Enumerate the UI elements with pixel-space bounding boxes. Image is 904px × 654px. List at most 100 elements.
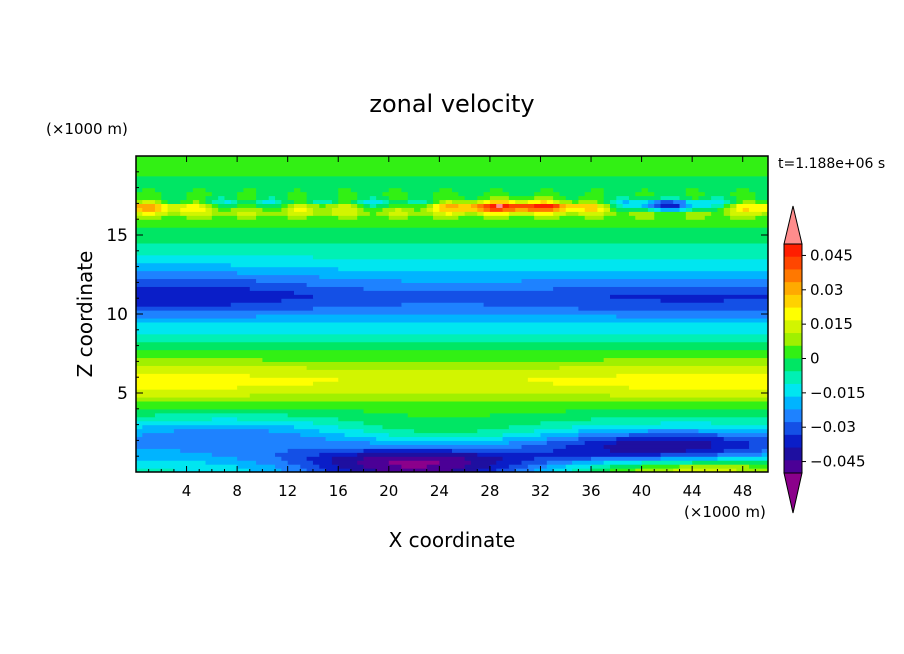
contour-cell bbox=[205, 187, 245, 193]
contour-cell bbox=[154, 211, 169, 216]
x-tick-label: 28 bbox=[480, 482, 499, 500]
x-unit-label: (×1000 m) bbox=[684, 503, 766, 521]
contour-cell bbox=[306, 365, 561, 370]
contour-cell bbox=[407, 191, 434, 197]
contour-cell bbox=[363, 408, 567, 414]
x-axis-label: X coordinate bbox=[389, 528, 516, 552]
contour-field bbox=[136, 156, 768, 472]
contour-cell bbox=[591, 464, 611, 469]
contour-cell bbox=[281, 468, 308, 472]
contour-cell bbox=[540, 199, 548, 204]
contour-cell bbox=[312, 306, 579, 311]
contour-cell bbox=[237, 191, 257, 197]
contour-cell bbox=[319, 274, 768, 280]
contour-cell bbox=[508, 424, 573, 430]
contour-cell bbox=[508, 211, 535, 216]
colorbar-swatch bbox=[784, 282, 802, 296]
contour-cell bbox=[749, 207, 768, 212]
contour-cell bbox=[559, 207, 567, 212]
contour-cell bbox=[584, 191, 605, 197]
contour-cell bbox=[357, 452, 478, 457]
contour-cell bbox=[610, 448, 687, 453]
contour-cell bbox=[211, 207, 219, 212]
contour-cell bbox=[660, 207, 681, 212]
contour-cell bbox=[477, 452, 662, 457]
time-label: t=1.188e+06 s bbox=[778, 156, 885, 172]
contour-cell bbox=[407, 215, 434, 220]
colorbar-swatch bbox=[784, 320, 802, 334]
contour-cell bbox=[597, 203, 605, 208]
contour-cell bbox=[249, 286, 365, 291]
contour-cell bbox=[136, 302, 232, 307]
contour-cell bbox=[382, 207, 396, 212]
contour-cell bbox=[350, 203, 358, 208]
contour-cell bbox=[553, 468, 573, 472]
contour-cell bbox=[136, 242, 768, 248]
contour-cell bbox=[136, 353, 768, 359]
contour-cell bbox=[534, 468, 554, 472]
contour-cell bbox=[281, 207, 289, 212]
contour-cell bbox=[470, 203, 478, 208]
x-axis: 4 8 12 16 20 24 28 32 36 40 44 48 bbox=[148, 156, 756, 500]
contour-cell bbox=[136, 203, 156, 208]
contour-cell bbox=[414, 428, 478, 434]
colorbar-swatch bbox=[784, 434, 802, 449]
contour-cell bbox=[559, 215, 586, 220]
contour-cell bbox=[489, 199, 510, 204]
contour-cell bbox=[597, 199, 605, 204]
contour-cell bbox=[464, 464, 491, 469]
contour-cell bbox=[755, 215, 768, 220]
contour-cell bbox=[458, 191, 485, 197]
contour-cell bbox=[685, 207, 693, 212]
contour-cell bbox=[256, 460, 289, 465]
contour-cell bbox=[154, 207, 162, 212]
contour-cell bbox=[654, 199, 662, 204]
contour-cell bbox=[489, 207, 504, 212]
contour-cell bbox=[610, 294, 768, 299]
contour-cell bbox=[136, 183, 768, 189]
contour-cell bbox=[761, 211, 768, 216]
contour-cell bbox=[344, 432, 390, 438]
contour-cell bbox=[357, 215, 390, 220]
contour-cell bbox=[338, 195, 358, 201]
contour-cell bbox=[136, 294, 314, 299]
contour-cell bbox=[136, 223, 768, 228]
contour-cell bbox=[660, 452, 719, 457]
contour-cell bbox=[540, 187, 554, 193]
contour-cell bbox=[142, 187, 156, 193]
contour-cell bbox=[281, 298, 662, 303]
contour-cell bbox=[635, 215, 655, 220]
contour-cell bbox=[211, 203, 219, 208]
contour-cell bbox=[382, 424, 510, 430]
contour-cell bbox=[338, 424, 384, 430]
contour-cell bbox=[717, 432, 768, 438]
contour-cell bbox=[654, 203, 662, 208]
contour-cell bbox=[331, 211, 358, 216]
contour-cell bbox=[578, 195, 605, 201]
contour-cell bbox=[237, 211, 257, 216]
contour-cell bbox=[534, 456, 592, 461]
contour-cell bbox=[136, 432, 143, 438]
contour-cell bbox=[508, 199, 516, 204]
contour-cell bbox=[136, 448, 181, 453]
contour-cell bbox=[142, 211, 156, 216]
contour-cell bbox=[136, 325, 768, 331]
contour-cell bbox=[616, 207, 649, 212]
contour-cell bbox=[534, 191, 561, 197]
contour-cell bbox=[319, 428, 365, 434]
contour-cell bbox=[243, 187, 257, 193]
contour-cell bbox=[527, 207, 554, 212]
contour-cell bbox=[711, 203, 725, 208]
contour-cell bbox=[628, 211, 655, 216]
contour-cell bbox=[294, 199, 308, 204]
contour-cell bbox=[489, 187, 504, 193]
contour-cell bbox=[553, 203, 561, 208]
colorbar-swatch bbox=[784, 294, 802, 309]
contour-cell bbox=[186, 215, 213, 220]
contour-cell bbox=[584, 440, 617, 445]
contour-cell bbox=[136, 298, 282, 303]
contour-cell bbox=[287, 211, 314, 216]
contour-cell bbox=[350, 187, 390, 193]
contour-cell bbox=[357, 203, 365, 208]
